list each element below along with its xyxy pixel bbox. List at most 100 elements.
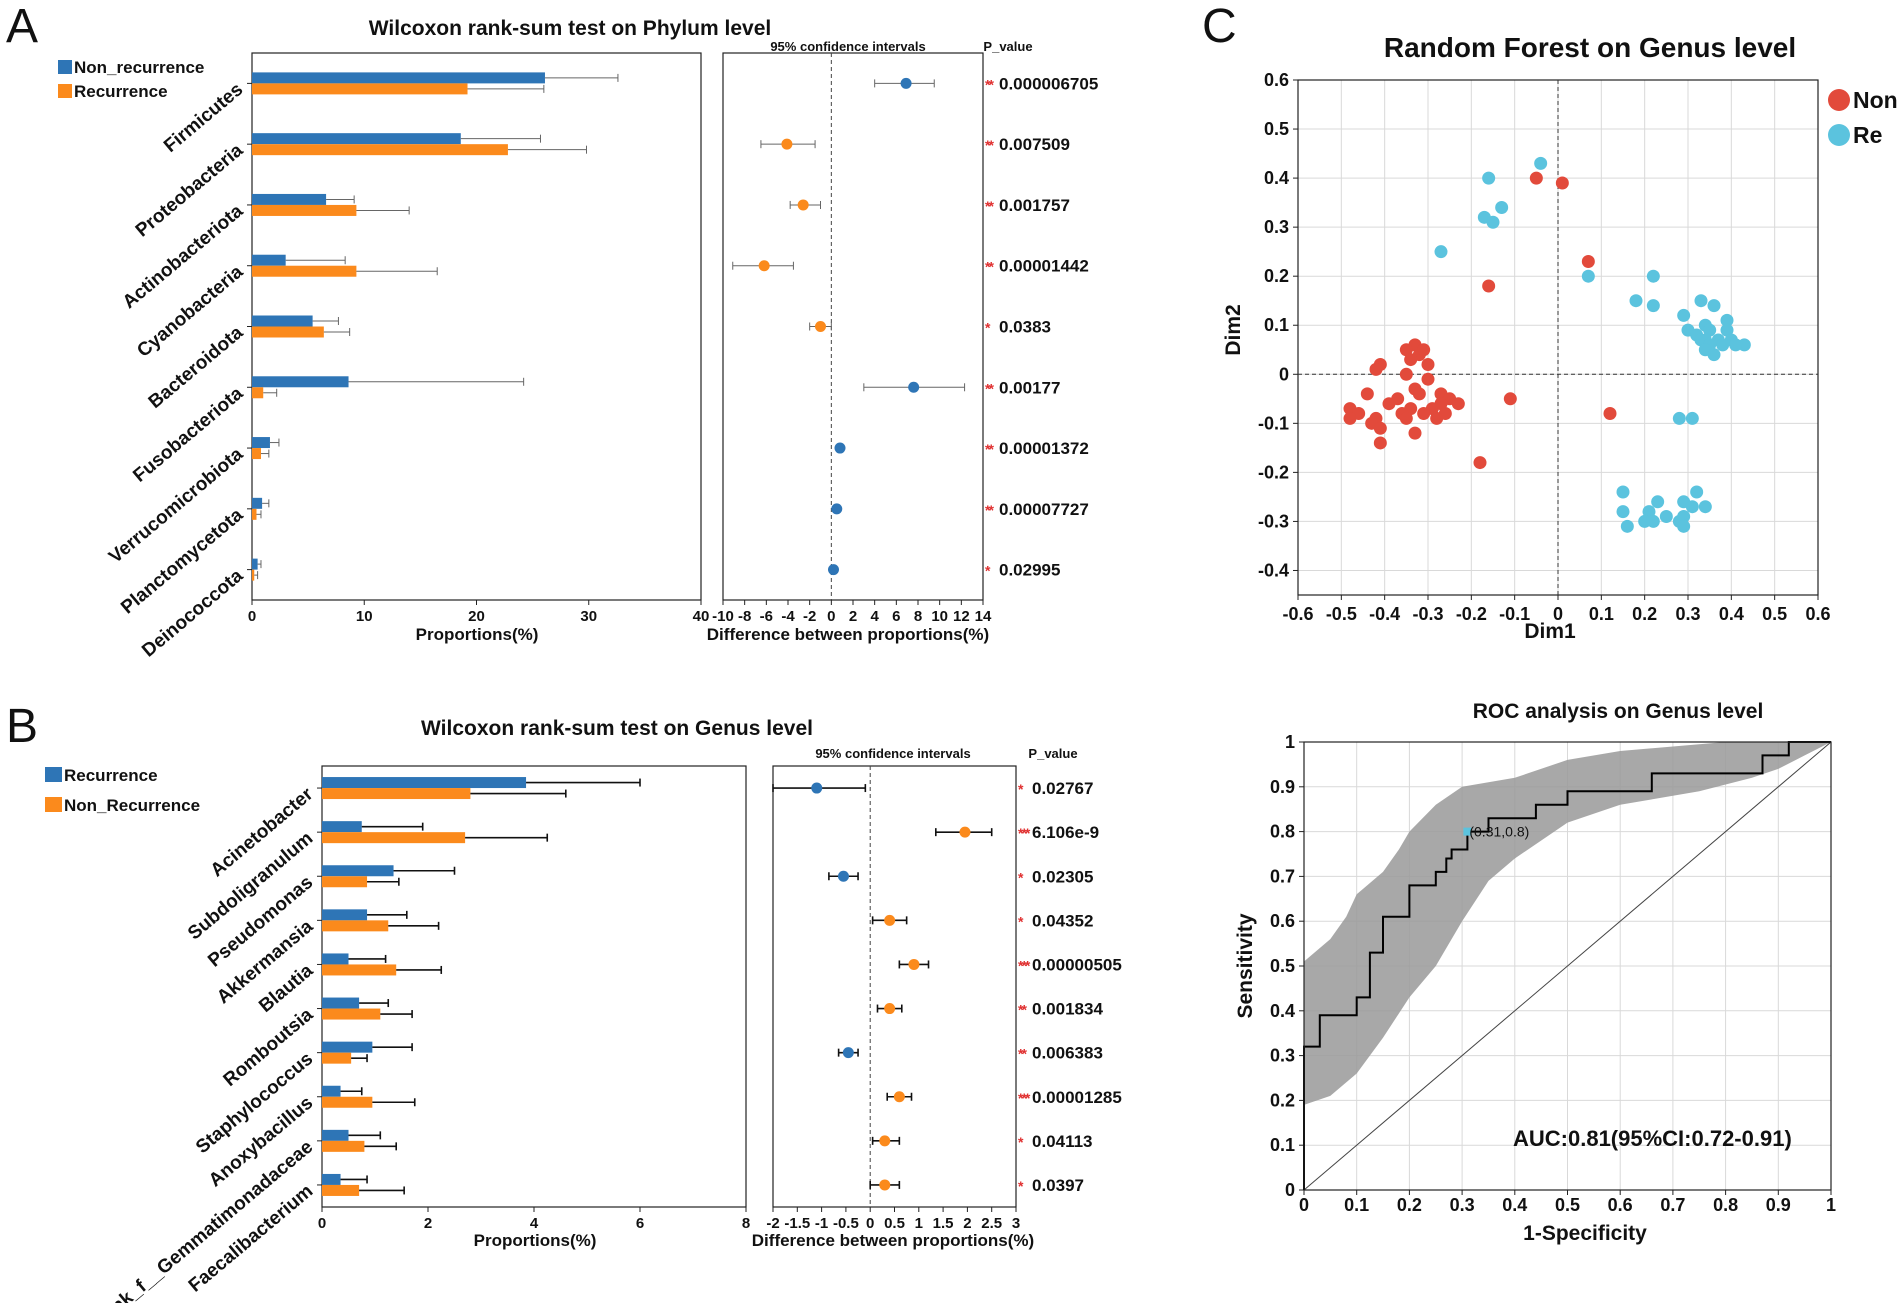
panel-label-b: B	[6, 700, 38, 753]
ci-point	[758, 260, 770, 272]
ci-x-tick-label: -10	[712, 608, 734, 625]
roc-y-tick-label: 0	[1285, 1180, 1295, 1200]
scatter-point-re	[1720, 323, 1734, 337]
ci-x-tick-label: 3	[1012, 1215, 1020, 1232]
bar-non_recurrence	[252, 376, 349, 388]
ci-x-tick-label: -1	[815, 1215, 828, 1232]
bar-non_recurrence	[252, 437, 270, 449]
scatter-point-re	[1620, 519, 1634, 533]
roc-y-tick-label: 0.5	[1270, 956, 1295, 976]
scatter-x-tick-label: 0.5	[1762, 604, 1787, 624]
panel-d-title: ROC analysis on Genus level	[1473, 700, 1764, 723]
scatter-x-tick-label: -0.1	[1499, 604, 1530, 624]
ci-point	[908, 381, 920, 393]
roc-confidence-band	[1304, 742, 1831, 1105]
significance-mark: *	[1018, 781, 1024, 797]
scatter-y-tick-label: 0.5	[1264, 119, 1289, 139]
bar-recurrence	[252, 204, 357, 216]
roc-x-tick-label: 1	[1826, 1195, 1836, 1215]
bar-recurrence	[322, 777, 527, 789]
ci-x-tick-label: 4	[870, 608, 879, 625]
panel-b-title: Wilcoxon rank-sum test on Genus level	[421, 717, 813, 740]
scatter-point-re	[1642, 505, 1656, 519]
scatter-y-tick-label: -0.4	[1258, 560, 1289, 580]
bar-non_recurrence	[322, 1140, 365, 1152]
bar-recurrence	[322, 1041, 373, 1053]
ci-point	[811, 782, 823, 794]
scatter-point-non	[1412, 387, 1426, 401]
roc-x-tick-label: 0.4	[1502, 1195, 1527, 1215]
ci-x-tick-label: -2	[803, 608, 816, 625]
scatter-x-tick-label: 0.3	[1675, 604, 1700, 624]
ci-point	[831, 503, 843, 515]
scatter-y-tick-label: 0.4	[1264, 168, 1289, 188]
panel-c-legend-label-1: Non	[1853, 87, 1898, 113]
bar-x-tick-label: 10	[356, 608, 373, 625]
ci-point	[781, 138, 793, 150]
p-value: 0.02995	[999, 561, 1060, 580]
ci-point	[959, 826, 971, 838]
p-value: 0.02305	[1032, 867, 1093, 886]
bar-recurrence	[252, 326, 324, 338]
significance-mark: *	[1018, 869, 1024, 885]
scatter-x-tick-label: 0.2	[1632, 604, 1657, 624]
scatter-point-re	[1646, 269, 1660, 283]
p-value: 0.007509	[999, 135, 1070, 154]
scatter-point-re	[1690, 485, 1704, 499]
p-value: 0.00001442	[999, 257, 1089, 276]
p-value: 0.00001372	[999, 439, 1089, 458]
ci-point	[908, 958, 920, 970]
scatter-point-non	[1581, 254, 1595, 268]
scatter-point-re	[1694, 294, 1708, 308]
scatter-point-non	[1382, 397, 1396, 411]
scatter-y-tick-label: 0.3	[1264, 217, 1289, 237]
scatter-point-non	[1430, 411, 1444, 425]
significance-mark: **	[1018, 1002, 1027, 1018]
scatter-point-non	[1529, 171, 1543, 185]
scatter-point-non	[1555, 176, 1569, 190]
bar-recurrence	[252, 508, 257, 520]
roc-y-tick-label: 0.4	[1270, 1001, 1295, 1021]
bar-recurrence	[252, 144, 508, 156]
ci-x-tick-label: 0	[866, 1215, 874, 1232]
ci-x-tick-label: -8	[738, 608, 751, 625]
ci-point	[815, 321, 826, 332]
category-label: Actinobacteriota	[119, 200, 248, 313]
scatter-point-re	[1434, 245, 1448, 259]
scatter-point-re	[1707, 348, 1721, 362]
panel-d-roc: ROC analysis on Genus level 1-Specificit…	[1234, 700, 1836, 1245]
ci-x-tick-label: 0.5	[884, 1215, 905, 1232]
panel-d-xlabel: 1-Specificity	[1523, 1222, 1647, 1245]
p-value: 0.00007727	[999, 500, 1089, 519]
roc-x-tick-label: 0.8	[1713, 1195, 1738, 1215]
significance-mark: **	[985, 502, 994, 518]
panel-c-xlabel: Dim1	[1524, 620, 1576, 643]
scatter-y-tick-label: -0.3	[1258, 511, 1289, 531]
scatter-point-non	[1603, 407, 1617, 421]
ci-point	[837, 870, 849, 882]
bar-recurrence	[322, 821, 362, 833]
scatter-point-re	[1629, 294, 1643, 308]
scatter-point-re	[1646, 514, 1660, 528]
roc-x-tick-label: 0.1	[1344, 1195, 1369, 1215]
panel-a-pvalue-title: P_value	[983, 39, 1032, 54]
panel-a-legend-swatch-1	[58, 60, 72, 74]
roc-diagonal	[1303, 741, 1832, 1191]
scatter-point-re	[1729, 338, 1743, 352]
panel-c-legend-swatch-1	[1828, 89, 1850, 111]
scatter-point-re	[1672, 411, 1686, 425]
panel-a-legend-label-2: Recurrence	[74, 82, 168, 101]
significance-mark: **	[985, 76, 994, 92]
ci-point	[834, 442, 846, 454]
significance-mark: ***	[1018, 957, 1031, 973]
bar-non_recurrence	[252, 193, 327, 205]
p-value: 0.04113	[1032, 1132, 1093, 1151]
panel-c-legend-label-2: Re	[1853, 122, 1882, 148]
panel-c-title: Random Forest on Genus level	[1384, 32, 1796, 63]
bar-x-tick-label: 30	[580, 608, 597, 625]
ci-point	[828, 564, 839, 576]
scatter-x-tick-label: -0.3	[1412, 604, 1443, 624]
ci-x-tick-label: 2	[963, 1215, 971, 1232]
roc-x-tick-label: 0.9	[1766, 1195, 1791, 1215]
